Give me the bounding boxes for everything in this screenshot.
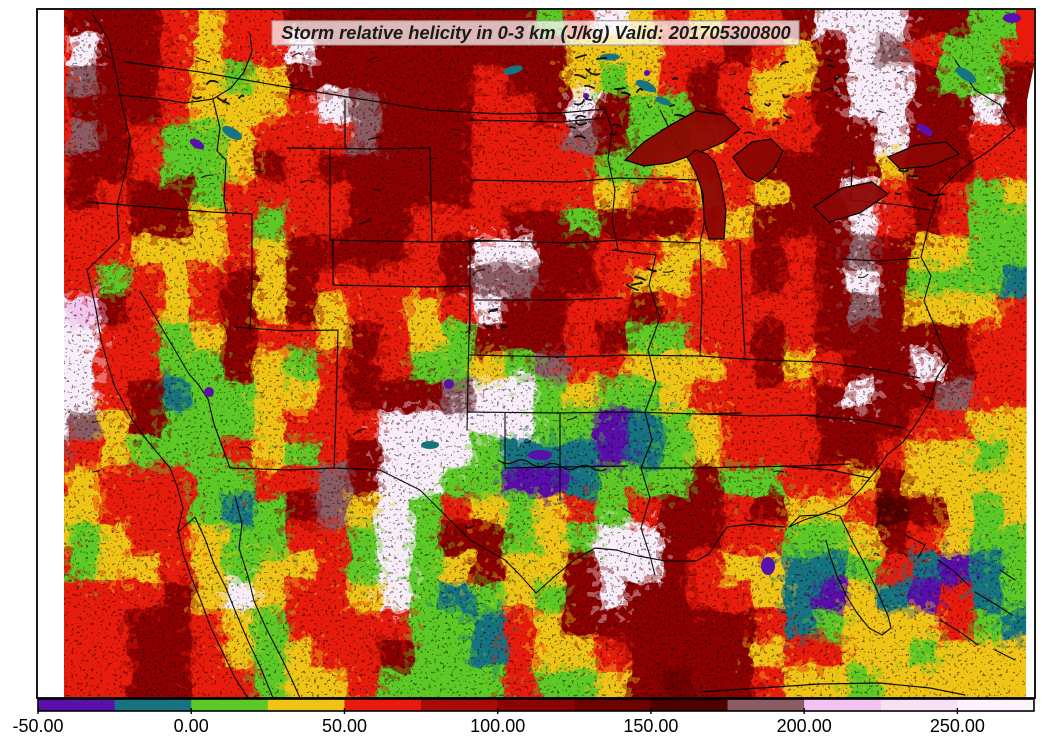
svg-text:Storm relative helicity in 0-3: Storm relative helicity in 0-3 km (J/kg)… [281, 22, 790, 43]
svg-text:100.00: 100.00 [470, 716, 525, 736]
svg-text:250.00: 250.00 [930, 716, 985, 736]
svg-text:50.00: 50.00 [322, 716, 367, 736]
svg-text:150.00: 150.00 [623, 716, 678, 736]
svg-text:0.00: 0.00 [174, 716, 209, 736]
svg-text:-50.00: -50.00 [12, 716, 63, 736]
svg-text:200.00: 200.00 [777, 716, 832, 736]
